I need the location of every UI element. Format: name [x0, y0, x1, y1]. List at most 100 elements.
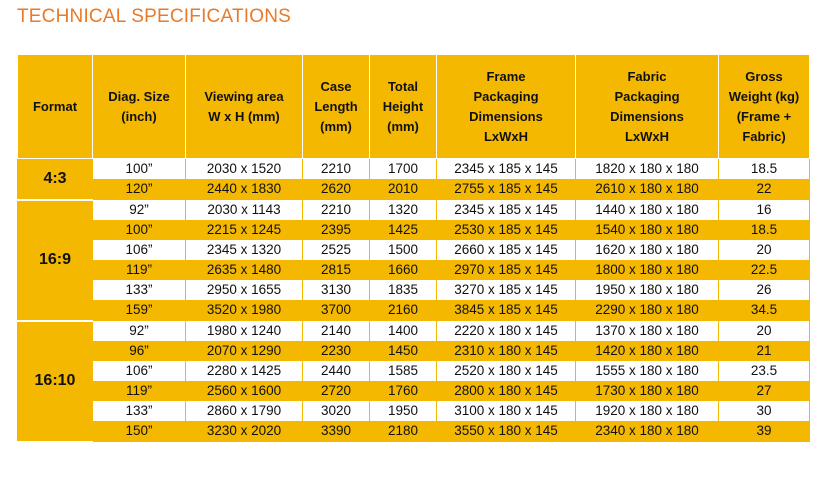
- cell-case-length: 3700: [302, 300, 370, 321]
- cell-total-height: 1950: [369, 401, 437, 421]
- cell-frame-packaging: 2660 x 185 x 145: [436, 240, 576, 260]
- column-header-line: W x H (mm): [208, 108, 280, 124]
- column-header-frame-packaging: Frame Packaging Dimensions LxWxH: [436, 54, 576, 159]
- cell-viewing-area: 2030 x 1143: [185, 199, 303, 220]
- cell-viewing-area: 2215 x 1245: [185, 220, 303, 240]
- cell-gross-weight: 18.5: [718, 220, 810, 240]
- cell-total-height: 1660: [369, 260, 437, 280]
- page-title: TECHNICAL SPECIFICATIONS: [17, 6, 292, 27]
- cell-gross-weight: 22.5: [718, 260, 810, 280]
- cell-total-height: 1585: [369, 361, 437, 381]
- cell-case-length: 2620: [302, 179, 370, 200]
- cell-frame-packaging: 2970 x 185 x 145: [436, 260, 576, 280]
- table-row: 4:3 100” 2030 x 1520 2210 1700 2345 x 185 x 1…: [17, 158, 810, 201]
- column-header-gross-weight: Gross Weight (kg) (Frame + Fabric): [718, 54, 810, 159]
- column-header-line: Gross: [745, 68, 783, 84]
- cell-diag-size: 106”: [92, 361, 186, 381]
- cell-case-length: 2720: [302, 381, 370, 401]
- column-header-line: LxWxH: [624, 128, 670, 144]
- column-header-format: Format: [17, 54, 93, 159]
- cell-fabric-packaging: 1370 x 180 x 180: [575, 320, 719, 341]
- spec-table: Format Diag. Size (inch) Viewing area W x H …: [17, 54, 810, 443]
- cell-viewing-area: 2440 x 1830: [185, 179, 303, 200]
- cell-total-height: 1760: [369, 381, 437, 401]
- column-header-line: Weight (kg): [728, 88, 800, 104]
- cell-total-height: 1425: [369, 220, 437, 240]
- cell-gross-weight: 20: [718, 240, 810, 260]
- cell-fabric-packaging: 1555 x 180 x 180: [575, 361, 719, 381]
- column-header-line: Length: [314, 98, 358, 114]
- table-row: 119” 2635 x 1480 2815 1660 2970 x 185 x 145 1…: [18, 260, 810, 280]
- cell-diag-size: 100”: [92, 158, 186, 179]
- column-header-line: (mm): [387, 118, 419, 134]
- cell-fabric-packaging: 1920 x 180 x 180: [575, 401, 719, 421]
- column-header-line: Viewing area: [204, 88, 284, 104]
- cell-fabric-packaging: 1730 x 180 x 180: [575, 381, 719, 401]
- column-header-line: Dimensions: [610, 108, 684, 124]
- column-header-line: Height: [382, 98, 424, 114]
- column-header-line: Packaging: [614, 88, 680, 104]
- cell-case-length: 2815: [302, 260, 370, 280]
- cell-frame-packaging: 3100 x 180 x 145: [436, 401, 576, 421]
- table-row: 106” 2280 x 1425 2440 1585 2520 x 180 x 145 1…: [18, 361, 810, 381]
- cell-case-length: 3130: [302, 280, 370, 300]
- cell-viewing-area: 2345 x 1320: [185, 240, 303, 260]
- cell-case-length: 2140: [302, 320, 370, 341]
- cell-viewing-area: 1980 x 1240: [185, 320, 303, 341]
- cell-viewing-area: 2070 x 1290: [185, 341, 303, 361]
- cell-case-length: 3390: [302, 421, 370, 442]
- cell-total-height: 2180: [369, 421, 437, 442]
- cell-viewing-area: 2030 x 1520: [185, 158, 303, 179]
- cell-gross-weight: 30: [718, 401, 810, 421]
- cell-frame-packaging: 2530 x 185 x 145: [436, 220, 576, 240]
- table-row: 100” 2215 x 1245 2395 1425 2530 x 185 x 145 1…: [18, 220, 810, 240]
- cell-gross-weight: 18.5: [718, 158, 810, 179]
- cell-total-height: 1500: [369, 240, 437, 260]
- cell-diag-size: 92”: [92, 199, 186, 220]
- cell-diag-size: 159”: [92, 300, 186, 321]
- cell-fabric-packaging: 1950 x 180 x 180: [575, 280, 719, 300]
- cell-viewing-area: 2280 x 1425: [185, 361, 303, 381]
- cell-frame-packaging: 3550 x 180 x 145: [436, 421, 576, 442]
- column-header-line: (mm): [320, 118, 352, 134]
- table-row: 150” 3230 x 2020 3390 2180 3550 x 180 x 145 2…: [18, 421, 810, 442]
- cell-case-length: 2525: [302, 240, 370, 260]
- cell-case-length: 2210: [302, 199, 370, 220]
- column-header-line: Fabric): [742, 128, 786, 144]
- column-header-line: Format: [32, 98, 78, 114]
- cell-total-height: 2160: [369, 300, 437, 321]
- cell-fabric-packaging: 2340 x 180 x 180: [575, 421, 719, 442]
- table-row: 119” 2560 x 1600 2720 1760 2800 x 180 x 145 1…: [18, 381, 810, 401]
- cell-case-length: 3020: [302, 401, 370, 421]
- cell-case-length: 2440: [302, 361, 370, 381]
- column-header-line: Packaging: [473, 88, 539, 104]
- column-header-line: (inch): [121, 108, 157, 124]
- table-row: 120” 2440 x 1830 2620 2010 2755 x 185 x 145 2…: [18, 179, 810, 200]
- cell-case-length: 2210: [302, 158, 370, 179]
- table-row: 16:9 92” 2030 x 1143 2210 1320 2345 x 185 x 1…: [17, 199, 810, 322]
- cell-diag-size: 133”: [92, 401, 186, 421]
- column-header-line: Total: [387, 78, 419, 94]
- column-header-line: Diag. Size: [108, 88, 170, 104]
- cell-fabric-packaging: 1420 x 180 x 180: [575, 341, 719, 361]
- column-header-diag-size: Diag. Size (inch): [92, 54, 186, 159]
- cell-diag-size: 106”: [92, 240, 186, 260]
- header-row: Format Diag. Size (inch) Viewing area W x H …: [17, 54, 810, 159]
- cell-viewing-area: 2860 x 1790: [185, 401, 303, 421]
- cell-viewing-area: 3230 x 2020: [185, 421, 303, 442]
- cell-gross-weight: 27: [718, 381, 810, 401]
- cell-viewing-area: 2560 x 1600: [185, 381, 303, 401]
- cell-diag-size: 119”: [92, 381, 186, 401]
- column-header-line: Fabric: [627, 68, 667, 84]
- table-row: 96” 2070 x 1290 2230 1450 2310 x 180 x 145 14…: [18, 341, 810, 361]
- column-header-viewing-area: Viewing area W x H (mm): [185, 54, 303, 159]
- cell-frame-packaging: 2345 x 185 x 145: [436, 158, 576, 179]
- format-cell: 4:3: [17, 158, 93, 201]
- column-header-line: Case: [320, 78, 352, 94]
- format-cell: 16:10: [17, 320, 93, 443]
- cell-fabric-packaging: 1540 x 180 x 180: [575, 220, 719, 240]
- cell-viewing-area: 2635 x 1480: [185, 260, 303, 280]
- cell-gross-weight: 22: [718, 179, 810, 200]
- column-header-line: Dimensions: [469, 108, 543, 124]
- column-header-line: (Frame +: [736, 108, 792, 124]
